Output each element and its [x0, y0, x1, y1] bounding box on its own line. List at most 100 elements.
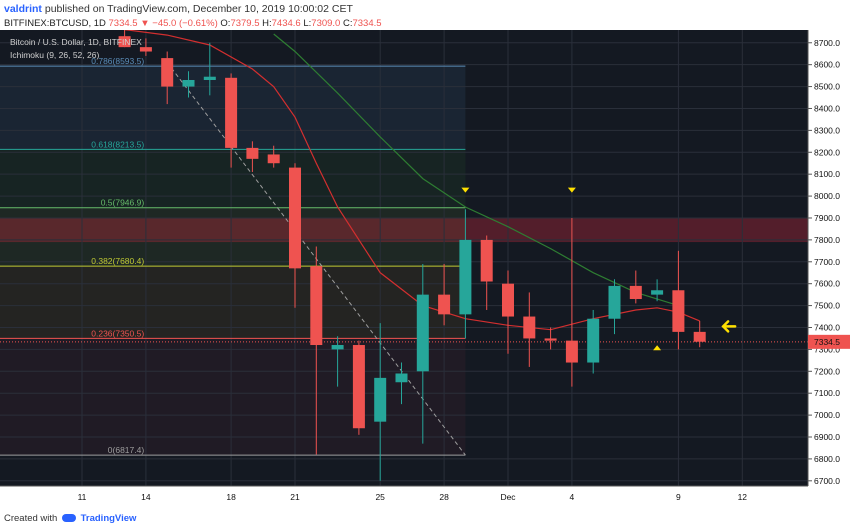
candle[interactable] — [289, 163, 301, 308]
candle[interactable] — [651, 279, 664, 302]
author-name[interactable]: valdrint — [4, 3, 42, 15]
candle-body — [438, 294, 451, 315]
candle[interactable] — [629, 270, 642, 304]
candle-body — [118, 36, 131, 48]
last-price-tag — [808, 334, 850, 349]
created-with-label: Created with — [4, 513, 58, 524]
x-tick-label: 18 — [226, 492, 236, 502]
last-price-label: 7334.5 — [814, 337, 840, 347]
y-tick-label: 8600.0 — [814, 60, 840, 70]
publish-info: published on TradingView.com, December 1… — [44, 3, 353, 15]
y-tick-label: 8400.0 — [814, 103, 840, 113]
candle[interactable] — [480, 235, 493, 310]
fib-band — [0, 338, 466, 456]
y-tick-label: 6800.0 — [814, 454, 840, 464]
candle-body — [395, 373, 408, 383]
tradingview-brand[interactable]: TradingView — [80, 513, 137, 524]
publish-header: valdrint published on TradingView.com, D… — [0, 0, 850, 18]
candle[interactable] — [182, 71, 195, 98]
symbol-name: BITFINEX:BTCUSD, 1D — [4, 18, 106, 29]
y-tick-label: 6900.0 — [814, 432, 840, 442]
candle-body — [374, 377, 387, 422]
candle-body — [267, 154, 280, 164]
candle[interactable] — [459, 209, 472, 339]
candle[interactable] — [246, 141, 259, 172]
candle-body — [246, 147, 259, 159]
candle-body — [523, 316, 536, 339]
x-tick-label: 14 — [141, 492, 151, 502]
y-tick-label: 8300.0 — [814, 125, 840, 135]
candle[interactable] — [565, 217, 578, 387]
symbol-info-line: BITFINEX:BTCUSD, 1D 7334.5 ▼ −45.0 (−0.6… — [4, 18, 382, 30]
candle-body — [139, 47, 152, 52]
fib-level-label: 0.236(7350.5) — [91, 328, 144, 338]
y-tick-label: 7700.0 — [814, 257, 840, 267]
y-tick-label: 7100.0 — [814, 388, 840, 398]
candle-body — [629, 285, 642, 300]
ichimoku-red-line — [124, 30, 700, 331]
candle[interactable] — [523, 292, 536, 367]
fib-level-label: 0.5(7946.9) — [101, 198, 145, 208]
candle[interactable] — [139, 38, 152, 56]
candle[interactable] — [672, 250, 685, 350]
candle[interactable] — [310, 246, 323, 455]
candle[interactable] — [587, 309, 600, 374]
candle-body — [352, 345, 365, 429]
candle[interactable] — [395, 362, 408, 405]
candle[interactable] — [161, 51, 174, 105]
candle-body — [502, 283, 514, 317]
price-axis-background — [808, 30, 850, 486]
candle-body — [608, 285, 621, 319]
candle[interactable] — [267, 145, 280, 168]
y-tick-label: 8200.0 — [814, 147, 840, 157]
x-tick-label: Dec — [500, 492, 516, 502]
candle[interactable] — [502, 270, 514, 354]
y-tick-label: 7200.0 — [814, 366, 840, 376]
y-tick-label: 8700.0 — [814, 38, 840, 48]
y-tick-label: 8500.0 — [814, 82, 840, 92]
candle[interactable] — [693, 320, 706, 348]
candle[interactable] — [374, 323, 387, 481]
candle-body — [331, 345, 344, 350]
y-tick-label: 7300.0 — [814, 344, 840, 354]
x-tick-label: 9 — [676, 492, 681, 502]
fib-level-label: 0.786(8593.5) — [91, 56, 144, 66]
candle[interactable] — [203, 42, 216, 96]
candle[interactable] — [352, 340, 365, 435]
candle-body — [693, 331, 706, 342]
chart-container[interactable]: 0.786(8593.5) 0.618(8213.5) 0.5(7946.9) 0.3… — [0, 30, 850, 508]
ichimoku-green-line — [273, 33, 679, 307]
x-tick-label: 25 — [375, 492, 385, 502]
candle[interactable] — [225, 73, 238, 168]
indicator-label: Ichimoku (9, 26, 52, 26) — [10, 50, 99, 60]
y-tick-label: 8100.0 — [814, 169, 840, 179]
x-tick-label: 11 — [78, 492, 87, 502]
candle-body — [672, 290, 685, 332]
candle[interactable] — [416, 263, 429, 444]
fib-level-label: 0.618(8213.5) — [91, 139, 144, 149]
plot-background — [0, 30, 808, 486]
candle[interactable] — [331, 336, 344, 387]
close-value: 7334.5 — [352, 18, 382, 29]
down-arrow-icon: ▼ — [140, 18, 150, 29]
up-triangle-marker — [653, 345, 662, 351]
candle[interactable] — [118, 30, 131, 48]
x-tick-label: 12 — [738, 492, 748, 502]
candle[interactable] — [438, 263, 451, 326]
x-tick-label: 21 — [290, 492, 300, 502]
candle-body — [161, 58, 174, 87]
candle[interactable] — [608, 279, 621, 335]
candle[interactable] — [544, 327, 557, 350]
y-tick-label: 7000.0 — [814, 410, 840, 420]
fib-band — [0, 207, 466, 267]
open-label: O: — [220, 18, 231, 29]
y-tick-label: 7600.0 — [814, 279, 840, 289]
price-change: −45.0 (−0.61%) — [152, 18, 218, 29]
y-tick-label: 7800.0 — [814, 235, 840, 245]
x-tick-label: 4 — [570, 492, 575, 502]
high-value: 7434.6 — [271, 18, 301, 29]
resistance-zone — [0, 217, 808, 243]
high-label: H: — [262, 18, 272, 29]
candle-body — [544, 338, 557, 341]
price-chart[interactable]: 0.786(8593.5) 0.618(8213.5) 0.5(7946.9) 0.3… — [0, 30, 850, 508]
